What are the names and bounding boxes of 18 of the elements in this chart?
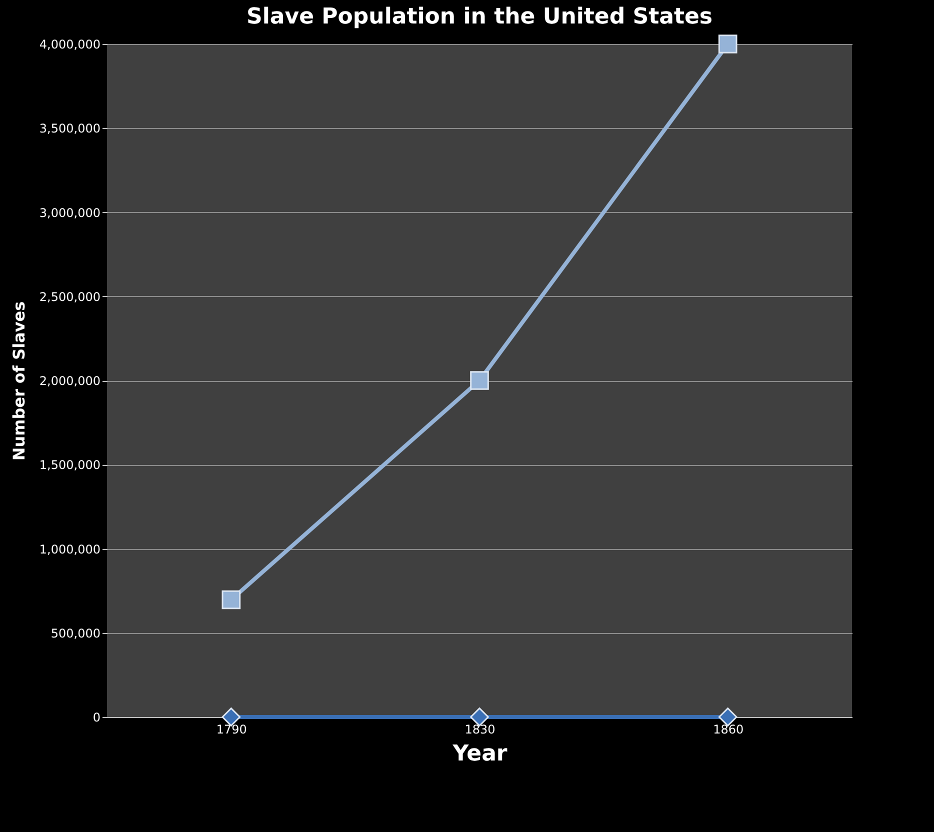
y-tick-label: 1,500,000 [39, 458, 100, 472]
y-tick-label: 2,500,000 [39, 290, 100, 304]
y-axis-title: Number of Slaves [9, 301, 28, 461]
y-tick-label: 2,000,000 [39, 374, 100, 388]
y-tick-label: 3,000,000 [39, 206, 100, 220]
x-tick-label: 1830 [464, 722, 496, 736]
y-tick-label: 1,000,000 [39, 542, 100, 556]
y-tick-label: 500,000 [50, 626, 100, 640]
point [470, 371, 489, 390]
x-tick-label: 1790 [216, 722, 247, 736]
chart-title: Slave Population in the United States [246, 4, 712, 30]
y-tick-label: 4,000,000 [39, 38, 100, 52]
x-tick-label: 1860 [713, 722, 744, 736]
x-axis-title: Year [452, 742, 508, 766]
point [222, 590, 241, 610]
point [718, 34, 738, 54]
y-tick-label: 3,500,000 [39, 122, 100, 136]
y-tick-label: 0 [92, 710, 100, 724]
